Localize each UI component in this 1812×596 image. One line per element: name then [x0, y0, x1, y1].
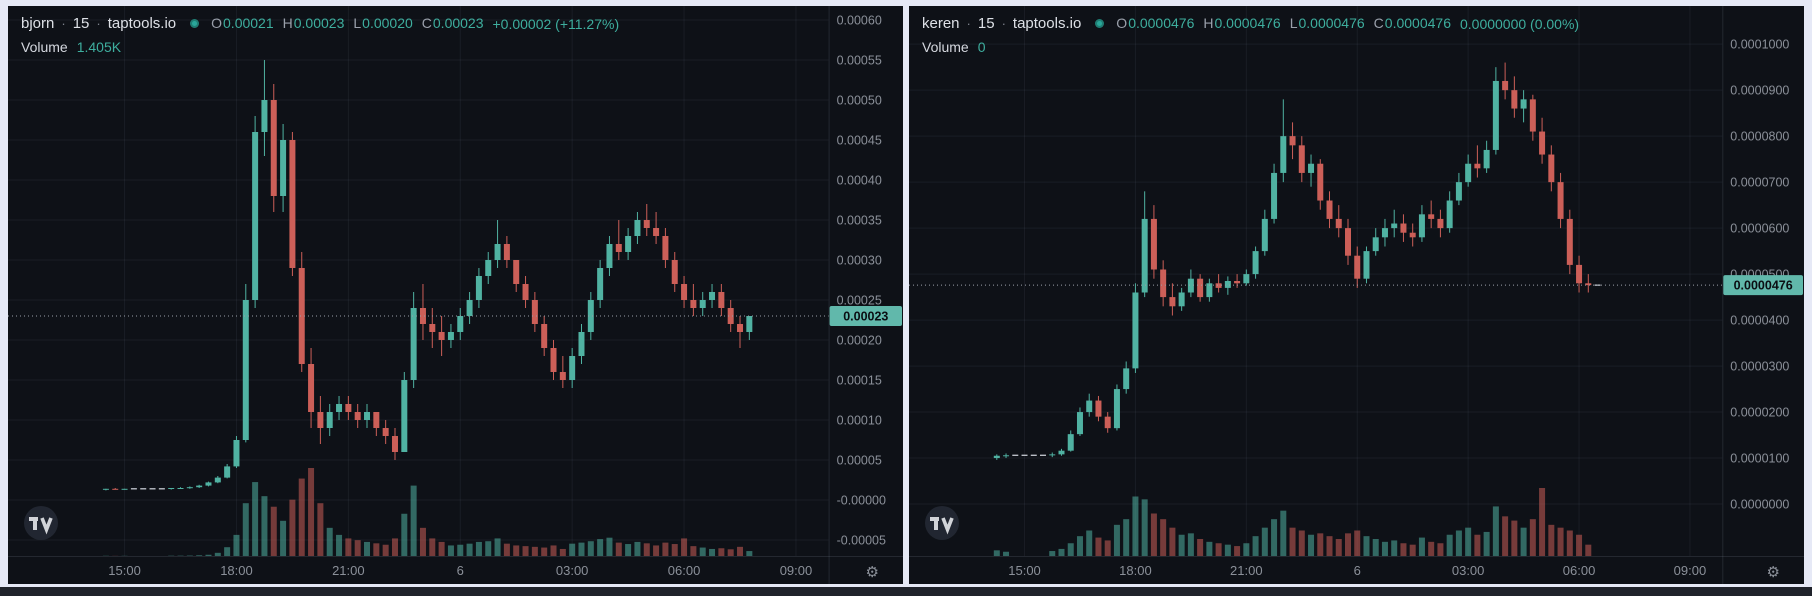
tradingview-logo[interactable]: [921, 502, 963, 544]
price-tick-label: 0.0001000: [1730, 38, 1789, 52]
price-tick-label: 0.0000000: [1730, 498, 1789, 512]
tradingview-logo-icon: [24, 506, 58, 540]
price-tick-label: 0.00015: [837, 374, 882, 388]
last-price-label: [829, 306, 902, 326]
price-tick-label: 0.00050: [837, 94, 882, 108]
time-tick-label: 06:00: [1563, 563, 1596, 578]
candles: [993, 62, 1601, 460]
time-tick-label: 03:00: [556, 563, 589, 578]
price-tick-label: 0.00055: [837, 54, 882, 68]
price-tick-label: 0.0000100: [1730, 452, 1789, 466]
price-tick-label: 0.0000700: [1730, 176, 1789, 190]
last-price-label-text: 0.00023: [843, 310, 888, 324]
last-price-label-text: 0.0000476: [1734, 279, 1793, 293]
price-tick-label: 0.00010: [837, 414, 882, 428]
price-tick-label: 0.0000200: [1730, 406, 1789, 420]
time-tick-label: 06:00: [668, 563, 701, 578]
price-tick-label: 0.00005: [837, 454, 882, 468]
price-axis[interactable]: 0.0001000 0.0000900 0.0000800 0.0000700 0.00…: [1730, 38, 1789, 512]
time-tick-label: 18:00: [220, 563, 253, 578]
price-tick-label: 0.0000800: [1730, 130, 1789, 144]
time-tick-label: 21:00: [332, 563, 365, 578]
volume-bars: [993, 488, 1592, 556]
price-tick-label: 0.0000300: [1730, 360, 1789, 374]
price-tick-label: 0.0000900: [1730, 84, 1789, 98]
price-chart-canvas[interactable]: 0.0001000 0.0000900 0.0000800 0.0000700 0.00…: [909, 6, 1804, 584]
price-tick-label: 0.00020: [837, 334, 882, 348]
price-tick-label: 0.00035: [837, 214, 882, 228]
price-tick-label: 0.00025: [837, 294, 882, 308]
price-tick-label: 0.00045: [837, 134, 882, 148]
bottom-window-edge: [0, 587, 1812, 596]
price-tick-label: -0.00005: [837, 534, 886, 548]
candlestick-chart: 0.00060 0.00055 0.00050 0.00045 0.00040 0.000…: [8, 6, 903, 584]
time-axis[interactable]: 15:00 18:00 21:00 6 03:00 06:00 09:00: [1008, 563, 1706, 578]
last-price-label: [1723, 275, 1803, 296]
chart-panel-keren: 0.0001000 0.0000900 0.0000800 0.0000700 0.00…: [909, 6, 1804, 584]
candles: [102, 60, 753, 491]
time-tick-label: 6: [1354, 563, 1361, 578]
price-tick-label: -0.00000: [837, 494, 886, 508]
price-tick-label: 0.00060: [837, 14, 882, 28]
time-tick-label: 15:00: [1008, 563, 1041, 578]
price-tick-label: 0.0000400: [1730, 314, 1789, 328]
grid-lines: [8, 6, 829, 556]
grid-lines: [909, 6, 1723, 556]
settings-gear-icon[interactable]: ⚙: [865, 564, 879, 581]
candlestick-chart: 0.0001000 0.0000900 0.0000800 0.0000700 0.00…: [909, 6, 1804, 584]
price-axis[interactable]: 0.00060 0.00055 0.00050 0.00045 0.00040 0.000…: [837, 14, 886, 548]
time-tick-label: 18:00: [1119, 563, 1152, 578]
tradingview-logo-icon: [925, 506, 959, 540]
time-tick-label: 09:00: [780, 563, 813, 578]
time-tick-label: 03:00: [1452, 563, 1485, 578]
time-tick-label: 15:00: [108, 563, 141, 578]
chart-panel-bjorn: 0.00060 0.00055 0.00050 0.00045 0.00040 0.000…: [8, 6, 903, 584]
settings-gear-icon[interactable]: ⚙: [1766, 564, 1780, 581]
price-tick-label: 0.00030: [837, 254, 882, 268]
price-tick-label: 0.00040: [837, 174, 882, 188]
price-chart-canvas[interactable]: 0.00060 0.00055 0.00050 0.00045 0.00040 0.000…: [8, 6, 903, 584]
time-tick-label: 21:00: [1230, 563, 1263, 578]
volume-bars: [102, 468, 753, 556]
price-tick-label: 0.0000600: [1730, 222, 1789, 236]
tradingview-logo[interactable]: [20, 502, 62, 544]
time-tick-label: 09:00: [1674, 563, 1707, 578]
time-tick-label: 6: [457, 563, 464, 578]
time-axis[interactable]: 15:00 18:00 21:00 6 03:00 06:00 09:00: [108, 563, 812, 578]
